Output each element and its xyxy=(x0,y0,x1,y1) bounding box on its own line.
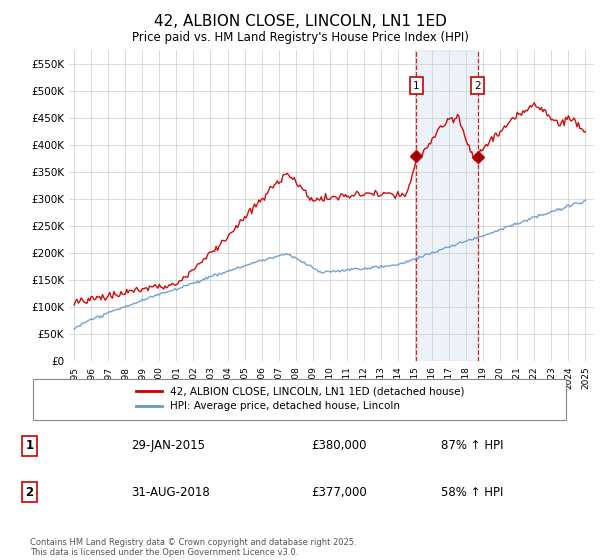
FancyBboxPatch shape xyxy=(33,379,566,421)
Text: 29-JAN-2015: 29-JAN-2015 xyxy=(131,440,205,452)
Text: £380,000: £380,000 xyxy=(311,440,367,452)
Text: 1: 1 xyxy=(413,81,419,91)
Text: 1: 1 xyxy=(25,440,34,452)
Text: 87% ↑ HPI: 87% ↑ HPI xyxy=(441,440,503,452)
Bar xyxy=(416,50,478,361)
Legend: 42, ALBION CLOSE, LINCOLN, LN1 1ED (detached house), HPI: Average price, detache: 42, ALBION CLOSE, LINCOLN, LN1 1ED (deta… xyxy=(130,381,470,417)
Text: 2: 2 xyxy=(25,486,34,498)
Text: Price paid vs. HM Land Registry's House Price Index (HPI): Price paid vs. HM Land Registry's House … xyxy=(131,31,469,44)
Text: 31-AUG-2018: 31-AUG-2018 xyxy=(131,486,209,498)
Text: 42, ALBION CLOSE, LINCOLN, LN1 1ED: 42, ALBION CLOSE, LINCOLN, LN1 1ED xyxy=(154,14,446,29)
Text: 2: 2 xyxy=(474,81,481,91)
Text: 58% ↑ HPI: 58% ↑ HPI xyxy=(441,486,503,498)
Text: Contains HM Land Registry data © Crown copyright and database right 2025.
This d: Contains HM Land Registry data © Crown c… xyxy=(30,538,356,557)
Text: £377,000: £377,000 xyxy=(311,486,367,498)
